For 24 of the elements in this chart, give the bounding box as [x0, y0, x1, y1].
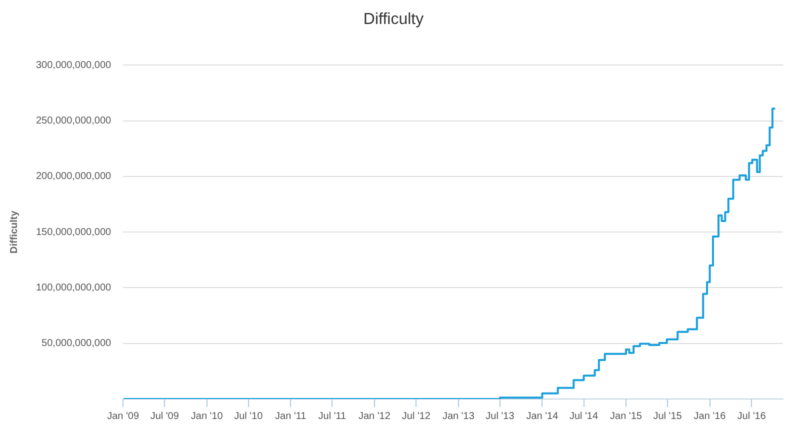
y-tick-label: 200,000,000,000	[36, 171, 112, 182]
x-tick-label: Jan '15	[610, 410, 642, 422]
y-tick-label: 150,000,000,000	[36, 226, 112, 238]
x-tick-label: Jan '09	[107, 410, 140, 422]
x-tick-label: Jan '10	[190, 410, 224, 422]
x-tick-label: Jul '09	[150, 410, 180, 422]
x-tick-label: Jul '15	[653, 410, 682, 422]
y-tick-label: 100,000,000,000	[36, 282, 112, 294]
x-tick-label: Jan '12	[358, 410, 391, 422]
x-tick-label: Jan '11	[275, 410, 307, 422]
y-axis-title: Difficulty	[8, 210, 20, 254]
x-tick-label: Jan '14	[526, 410, 559, 422]
x-tick-label: Jul '16	[737, 410, 766, 422]
x-tick-label: Jul '10	[234, 410, 264, 422]
y-tick-label: 300,000,000,000	[36, 60, 112, 71]
x-tick-label: Jan '16	[694, 410, 726, 422]
y-tick-label: 250,000,000,000	[36, 116, 112, 127]
x-tick-label: Jul '12	[402, 410, 431, 422]
x-tick-label: Jul '11	[318, 410, 347, 422]
chart-title: Difficulty	[363, 11, 424, 28]
x-tick-label: Jul '14	[569, 410, 598, 422]
x-tick-label: Jul '13	[486, 410, 515, 422]
y-tick-label: 50,000,000,000	[42, 338, 112, 350]
x-tick-label: Jan '13	[442, 410, 475, 422]
